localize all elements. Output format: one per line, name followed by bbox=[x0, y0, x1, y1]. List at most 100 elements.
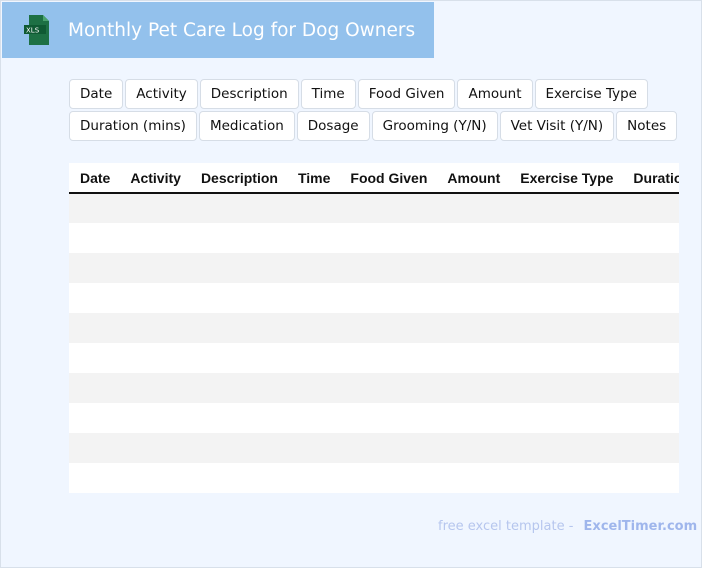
table-cell[interactable] bbox=[69, 343, 120, 373]
table-cell[interactable] bbox=[339, 313, 437, 343]
table-cell[interactable] bbox=[69, 313, 120, 343]
table-cell[interactable] bbox=[119, 463, 190, 493]
table-row bbox=[69, 193, 679, 223]
column-chip[interactable]: Vet Visit (Y/N) bbox=[499, 111, 615, 141]
table-cell[interactable] bbox=[509, 343, 623, 373]
table-cell[interactable] bbox=[339, 433, 437, 463]
table-cell[interactable] bbox=[286, 253, 340, 283]
column-chip[interactable]: Medication bbox=[198, 111, 295, 141]
table-cell[interactable] bbox=[69, 403, 120, 433]
table-cell[interactable] bbox=[436, 463, 510, 493]
table-cell[interactable] bbox=[286, 283, 340, 313]
table-cell[interactable] bbox=[509, 313, 623, 343]
table-cell[interactable] bbox=[286, 193, 340, 223]
table-cell[interactable] bbox=[119, 253, 190, 283]
table-cell[interactable] bbox=[339, 283, 437, 313]
table-cell[interactable] bbox=[622, 373, 679, 403]
column-chip[interactable]: Activity bbox=[125, 79, 198, 109]
table-cell[interactable] bbox=[69, 433, 120, 463]
table-cell[interactable] bbox=[69, 223, 120, 253]
column-chip[interactable]: Exercise Type bbox=[534, 79, 648, 109]
table-cell[interactable] bbox=[286, 373, 340, 403]
table-cell[interactable] bbox=[119, 433, 190, 463]
table-cell[interactable] bbox=[509, 463, 623, 493]
table-cell[interactable] bbox=[119, 193, 190, 223]
table-cell[interactable] bbox=[622, 193, 679, 223]
table-cell[interactable] bbox=[436, 313, 510, 343]
table-cell[interactable] bbox=[339, 253, 437, 283]
table-cell[interactable] bbox=[509, 223, 623, 253]
column-chip[interactable]: Date bbox=[69, 79, 124, 109]
table-cell[interactable] bbox=[339, 373, 437, 403]
table-cell[interactable] bbox=[119, 403, 190, 433]
table-cell[interactable] bbox=[286, 403, 340, 433]
column-chip[interactable]: Duration (mins) bbox=[69, 111, 197, 141]
table-row bbox=[69, 343, 679, 373]
column-chip[interactable]: Food Given bbox=[357, 79, 456, 109]
table-cell[interactable] bbox=[189, 433, 287, 463]
column-chip[interactable]: Amount bbox=[457, 79, 533, 109]
table-cell[interactable] bbox=[436, 283, 510, 313]
table-cell[interactable] bbox=[69, 283, 120, 313]
column-header: Duration (mins) bbox=[622, 163, 679, 194]
table-cell[interactable] bbox=[119, 313, 190, 343]
table-cell[interactable] bbox=[189, 403, 287, 433]
table-cell[interactable] bbox=[69, 373, 120, 403]
table-cell[interactable] bbox=[339, 193, 437, 223]
column-chip[interactable]: Grooming (Y/N) bbox=[371, 111, 498, 141]
table-cell[interactable] bbox=[622, 343, 679, 373]
table-cell[interactable] bbox=[509, 403, 623, 433]
table-cell[interactable] bbox=[622, 223, 679, 253]
table-cell[interactable] bbox=[436, 373, 510, 403]
page-title: Monthly Pet Care Log for Dog Owners bbox=[68, 19, 416, 41]
table-cell[interactable] bbox=[119, 283, 190, 313]
title-bar: XLS Monthly Pet Care Log for Dog Owners bbox=[2, 2, 434, 58]
table-cell[interactable] bbox=[622, 313, 679, 343]
table-cell[interactable] bbox=[119, 343, 190, 373]
column-chip[interactable]: Dosage bbox=[296, 111, 370, 141]
column-chip[interactable]: Description bbox=[199, 79, 299, 109]
table-cell[interactable] bbox=[189, 343, 287, 373]
table-cell[interactable] bbox=[189, 283, 287, 313]
table-cell[interactable] bbox=[436, 433, 510, 463]
brand-link[interactable]: ExcelTimer.com bbox=[583, 519, 698, 534]
table-cell[interactable] bbox=[189, 253, 287, 283]
table-cell[interactable] bbox=[509, 193, 623, 223]
table-cell[interactable] bbox=[189, 373, 287, 403]
table-cell[interactable] bbox=[339, 463, 437, 493]
table-cell[interactable] bbox=[119, 373, 190, 403]
footer-text: free excel template - bbox=[438, 519, 574, 534]
table-cell[interactable] bbox=[69, 463, 120, 493]
column-chip[interactable]: Time bbox=[300, 79, 356, 109]
table-cell[interactable] bbox=[436, 343, 510, 373]
table-cell[interactable] bbox=[189, 193, 287, 223]
table-cell[interactable] bbox=[622, 463, 679, 493]
table-cell[interactable] bbox=[622, 283, 679, 313]
table-cell[interactable] bbox=[436, 253, 510, 283]
table-cell[interactable] bbox=[622, 433, 679, 463]
table-cell[interactable] bbox=[286, 433, 340, 463]
table-cell[interactable] bbox=[286, 223, 340, 253]
table-cell[interactable] bbox=[339, 403, 437, 433]
table-cell[interactable] bbox=[436, 223, 510, 253]
table-cell[interactable] bbox=[189, 313, 287, 343]
table-cell[interactable] bbox=[286, 343, 340, 373]
table-cell[interactable] bbox=[339, 223, 437, 253]
table-cell[interactable] bbox=[189, 463, 287, 493]
table-cell[interactable] bbox=[509, 253, 623, 283]
column-chip[interactable]: Notes bbox=[616, 111, 678, 141]
table-cell[interactable] bbox=[509, 433, 623, 463]
table-cell[interactable] bbox=[286, 313, 340, 343]
table-cell[interactable] bbox=[509, 283, 623, 313]
table-cell[interactable] bbox=[622, 403, 679, 433]
table-cell[interactable] bbox=[622, 253, 679, 283]
table-cell[interactable] bbox=[69, 253, 120, 283]
table-cell[interactable] bbox=[436, 193, 510, 223]
table-cell[interactable] bbox=[119, 223, 190, 253]
table-cell[interactable] bbox=[436, 403, 510, 433]
table-cell[interactable] bbox=[509, 373, 623, 403]
table-cell[interactable] bbox=[189, 223, 287, 253]
table-cell[interactable] bbox=[286, 463, 340, 493]
table-cell[interactable] bbox=[69, 193, 120, 223]
table-cell[interactable] bbox=[339, 343, 437, 373]
